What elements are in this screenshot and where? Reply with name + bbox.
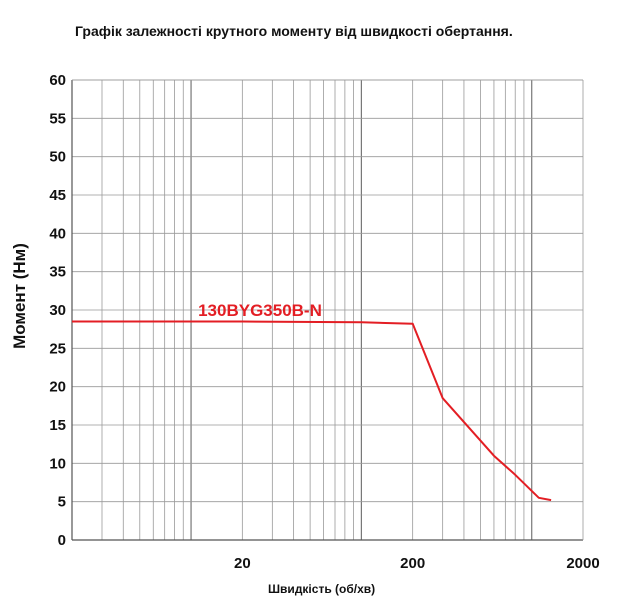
x-tick-label: 200: [400, 555, 425, 572]
y-tick-label: 0: [58, 532, 66, 549]
y-tick-label: 10: [49, 455, 66, 472]
x-tick-label: 20: [234, 555, 251, 572]
y-tick-label: 50: [49, 149, 66, 166]
x-tick-label: 2000: [566, 555, 599, 572]
series-label: 130BYG350B-N: [198, 301, 322, 320]
y-tick-label: 30: [49, 302, 66, 319]
axes: [71, 79, 584, 541]
y-tick-label: 15: [49, 417, 66, 434]
y-tick-label: 60: [49, 72, 66, 89]
series-line: [72, 320, 552, 502]
x-axis-label: Швидкість (об/хв): [268, 582, 376, 596]
y-tick-label: 55: [49, 110, 66, 127]
chart-title: Графік залежності крутного моменту від ш…: [75, 23, 513, 39]
series-layer: 130BYG350B-N: [72, 301, 552, 502]
tick-labels: 0 5 10 15 20 25 30 35 40 45 50 55 60 20 200 2000: [49, 72, 599, 572]
y-tick-label: 25: [49, 340, 66, 357]
y-tick-label: 35: [49, 264, 66, 281]
grid: [72, 79, 583, 541]
y-tick-label: 20: [49, 379, 66, 396]
y-tick-label: 45: [49, 187, 66, 204]
y-tick-label: 40: [49, 225, 66, 242]
y-tick-label: 5: [58, 494, 66, 511]
